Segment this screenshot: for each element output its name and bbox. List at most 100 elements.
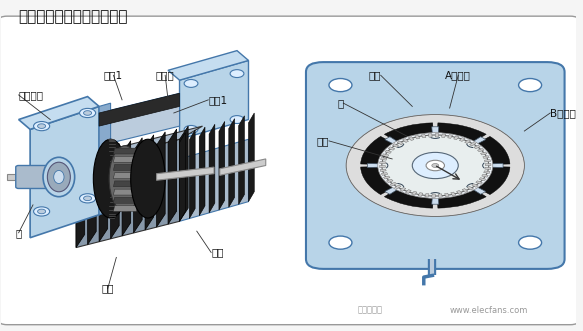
Polygon shape: [111, 144, 119, 239]
Polygon shape: [483, 156, 489, 159]
Circle shape: [519, 78, 542, 92]
Polygon shape: [157, 167, 214, 180]
Polygon shape: [392, 144, 399, 147]
Wedge shape: [367, 164, 391, 167]
Polygon shape: [157, 132, 165, 227]
Polygon shape: [229, 118, 234, 207]
Text: B相绕组: B相绕组: [550, 108, 576, 118]
Polygon shape: [180, 139, 248, 221]
Polygon shape: [388, 147, 395, 150]
Polygon shape: [432, 194, 436, 197]
Polygon shape: [114, 189, 138, 195]
Polygon shape: [114, 148, 138, 154]
Text: 永磁体: 永磁体: [156, 70, 174, 80]
Polygon shape: [409, 137, 414, 140]
Polygon shape: [397, 141, 403, 145]
Polygon shape: [19, 97, 99, 129]
Ellipse shape: [109, 146, 141, 212]
Polygon shape: [445, 193, 449, 197]
Polygon shape: [477, 148, 484, 152]
Polygon shape: [122, 141, 131, 236]
Polygon shape: [465, 140, 471, 144]
Polygon shape: [168, 129, 177, 224]
Circle shape: [432, 164, 439, 167]
Circle shape: [83, 111, 92, 115]
Polygon shape: [114, 206, 138, 212]
FancyBboxPatch shape: [16, 166, 50, 188]
Circle shape: [329, 236, 352, 249]
Polygon shape: [484, 171, 490, 173]
Circle shape: [184, 79, 198, 87]
Wedge shape: [465, 137, 486, 148]
Circle shape: [346, 115, 524, 216]
Polygon shape: [451, 192, 456, 196]
Polygon shape: [381, 158, 387, 160]
Wedge shape: [384, 123, 434, 157]
Polygon shape: [480, 152, 487, 155]
Wedge shape: [465, 183, 486, 194]
Polygon shape: [76, 152, 85, 248]
Polygon shape: [134, 138, 142, 233]
Text: 定子: 定子: [368, 70, 381, 80]
Polygon shape: [467, 186, 473, 190]
Polygon shape: [114, 156, 138, 162]
Polygon shape: [441, 134, 446, 137]
Polygon shape: [476, 181, 482, 184]
Polygon shape: [438, 194, 442, 197]
Ellipse shape: [131, 139, 165, 218]
Polygon shape: [484, 160, 490, 162]
Circle shape: [412, 152, 458, 179]
Polygon shape: [385, 150, 391, 153]
Polygon shape: [459, 138, 465, 141]
Circle shape: [79, 194, 96, 203]
Circle shape: [230, 70, 244, 77]
Circle shape: [184, 125, 198, 133]
Ellipse shape: [43, 157, 75, 197]
Circle shape: [34, 121, 50, 131]
Polygon shape: [482, 174, 489, 177]
Polygon shape: [474, 145, 480, 149]
Polygon shape: [199, 127, 205, 216]
Polygon shape: [209, 124, 215, 213]
Polygon shape: [436, 134, 439, 137]
Polygon shape: [456, 191, 462, 194]
Wedge shape: [432, 191, 439, 204]
Ellipse shape: [93, 139, 128, 218]
FancyBboxPatch shape: [0, 16, 579, 325]
Circle shape: [37, 124, 45, 128]
Polygon shape: [448, 135, 452, 138]
Polygon shape: [469, 142, 476, 146]
Polygon shape: [422, 134, 426, 138]
Polygon shape: [380, 169, 386, 171]
Circle shape: [346, 115, 524, 216]
Polygon shape: [248, 113, 254, 202]
Text: 轴: 轴: [337, 98, 343, 108]
Ellipse shape: [47, 162, 71, 192]
Text: 电子发烧友: 电子发烧友: [358, 306, 382, 315]
Polygon shape: [99, 103, 111, 215]
Polygon shape: [76, 139, 180, 248]
Polygon shape: [114, 197, 138, 203]
Polygon shape: [415, 135, 420, 139]
Text: 绕组: 绕组: [101, 284, 114, 294]
Wedge shape: [436, 123, 486, 157]
Polygon shape: [462, 189, 468, 192]
Text: A相绕组: A相绕组: [445, 70, 471, 80]
Wedge shape: [361, 136, 420, 165]
Circle shape: [79, 108, 96, 118]
Polygon shape: [114, 173, 138, 179]
Wedge shape: [385, 183, 405, 194]
Wedge shape: [384, 174, 434, 208]
Polygon shape: [395, 185, 401, 189]
Circle shape: [34, 207, 50, 216]
Polygon shape: [485, 167, 491, 169]
Text: 转子1: 转子1: [208, 95, 227, 105]
Polygon shape: [220, 159, 266, 175]
Text: 转子: 转子: [317, 136, 329, 146]
Wedge shape: [480, 164, 503, 167]
Wedge shape: [450, 136, 510, 165]
Polygon shape: [402, 139, 409, 142]
Polygon shape: [485, 164, 491, 166]
Polygon shape: [238, 116, 244, 205]
Polygon shape: [180, 133, 185, 221]
